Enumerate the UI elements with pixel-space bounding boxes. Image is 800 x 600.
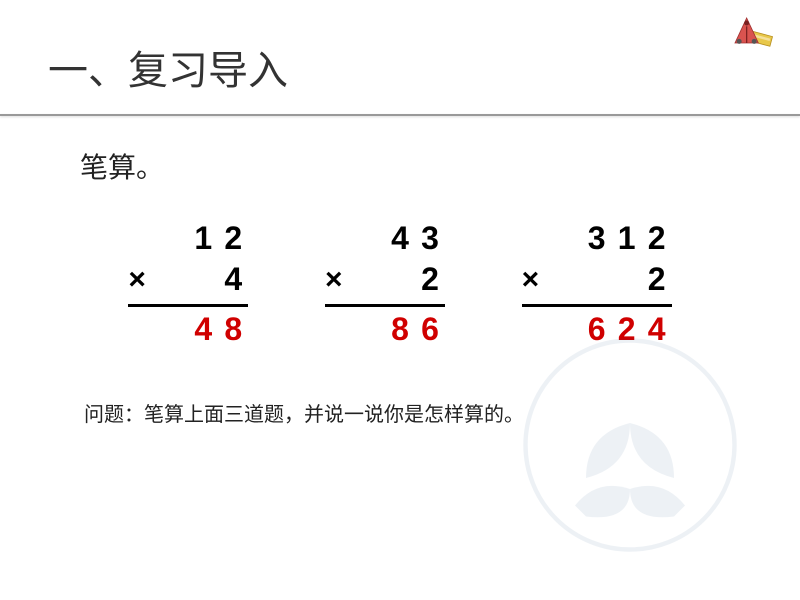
digit: 1 [612,220,642,257]
result-digit: 8 [385,311,415,348]
digit: 2 [642,261,672,298]
problems-row: 12×44843×286312×2624 [80,220,720,348]
digit: 4 [218,261,248,298]
multiplicand-row: 312 [522,220,672,257]
corner-tools-icon [730,8,780,63]
multiplicand-row: 12 [128,220,248,257]
multiplicand-row: 43 [325,220,445,257]
result-digit: 6 [582,311,612,348]
result-line [128,304,248,307]
result-row: 48 [128,311,248,348]
slide-title: 一、复习导入 [0,0,800,114]
multiplier-row: ×4 [128,261,248,298]
multiply-sign: × [128,263,158,297]
digit: 3 [415,220,445,257]
digit: 2 [642,220,672,257]
problem-2: 43×286 [325,220,445,348]
result-line [522,304,672,307]
digit: 2 [415,261,445,298]
multiply-sign: × [522,263,552,297]
digit: 4 [385,220,415,257]
problem-1: 12×448 [128,220,248,348]
content-area: 笔算。 12×44843×286312×2624 问题：笔算上面三道题，并说一说… [0,116,800,427]
digit: 3 [582,220,612,257]
digit: 2 [218,220,248,257]
multiplier-row: ×2 [522,261,672,298]
result-digit: 8 [218,311,248,348]
subtitle: 笔算。 [80,146,720,186]
result-digit: 4 [642,311,672,348]
result-digit: 4 [188,311,218,348]
result-digit: 2 [612,311,642,348]
problem-3: 312×2624 [522,220,672,348]
result-digit: 6 [415,311,445,348]
result-row: 624 [522,311,672,348]
digit: 1 [188,220,218,257]
multiply-sign: × [325,263,355,297]
result-row: 86 [325,311,445,348]
multiplier-row: ×2 [325,261,445,298]
result-line [325,304,445,307]
question-line: 问题：笔算上面三道题，并说一说你是怎样算的。 [80,398,720,427]
